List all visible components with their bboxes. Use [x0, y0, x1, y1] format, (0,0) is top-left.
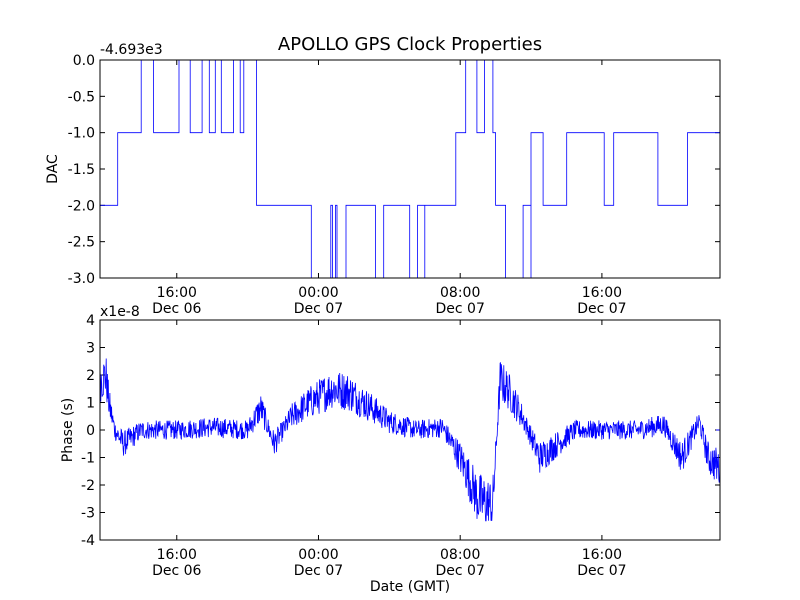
dac-x-tick-label-time: 16:00 [582, 285, 622, 301]
phase-x-tick-label-time: 00:00 [298, 547, 338, 563]
phase-y-tick-label: 1 [86, 396, 95, 412]
dac-y-tick-label: -1.5 [68, 162, 95, 178]
dac-x-tick-label-date: Dec 07 [577, 301, 626, 317]
phase-series [99, 358, 721, 522]
dac-x-tick-label-time: 16:00 [157, 285, 197, 301]
phase-x-tick-label-time: 16:00 [157, 547, 197, 563]
dac-y-tick-label: -3.0 [68, 271, 95, 287]
phase-axes-frame [99, 319, 721, 541]
phase-x-tick-label-date: Dec 06 [152, 563, 201, 579]
phase-x-tick-label-date: Dec 07 [436, 563, 485, 579]
chart-title: APOLLO GPS Clock Properties [278, 34, 542, 55]
dac-y-tick-label: -0.5 [68, 89, 95, 105]
phase-y-tick-label: 4 [86, 313, 95, 329]
phase-y-tick-label: 2 [86, 368, 95, 384]
dac-x-tick-label-time: 08:00 [440, 285, 480, 301]
phase-x-tick-label-date: Dec 07 [294, 563, 343, 579]
phase-x-axis-label: Date (GMT) [370, 579, 450, 595]
phase-y-tick-label: -1 [81, 451, 95, 467]
phase-y-tick-label: -3 [81, 506, 95, 522]
dac-y-tick-label: 0.0 [73, 53, 95, 69]
dac-y-axis-label: DAC [45, 154, 61, 184]
dac-series-line [100, 59, 721, 279]
phase-x-tick-label-time: 16:00 [582, 547, 622, 563]
phase-y-axis-label: Phase (s) [60, 398, 76, 462]
phase-y-tick-label: 0 [86, 423, 95, 439]
dac-y-tick-label: -2.0 [68, 198, 95, 214]
phase-x-tick-label-time: 08:00 [440, 547, 480, 563]
dac-x-tick-label-date: Dec 07 [294, 301, 343, 317]
dac-x-tick-label-date: Dec 07 [436, 301, 485, 317]
phase-offset-label: x1e-8 [100, 304, 140, 320]
phase-y-tick-label: -4 [81, 533, 95, 549]
dac-axes-frame [99, 59, 721, 279]
dac-offset-label: -4.693e3 [100, 42, 163, 58]
phase-x-tick-label-date: Dec 07 [577, 563, 626, 579]
phase-series-line [99, 358, 721, 522]
dac-series [100, 59, 721, 279]
dac-x-tick-label-date: Dec 06 [152, 301, 201, 317]
dac-x-tick-label-time: 00:00 [298, 285, 338, 301]
phase-y-tick-label: 3 [86, 341, 95, 357]
phase-y-tick-label: -2 [81, 478, 95, 494]
dac-y-tick-label: -1.0 [68, 126, 95, 142]
dac-y-tick-label: -2.5 [68, 235, 95, 251]
